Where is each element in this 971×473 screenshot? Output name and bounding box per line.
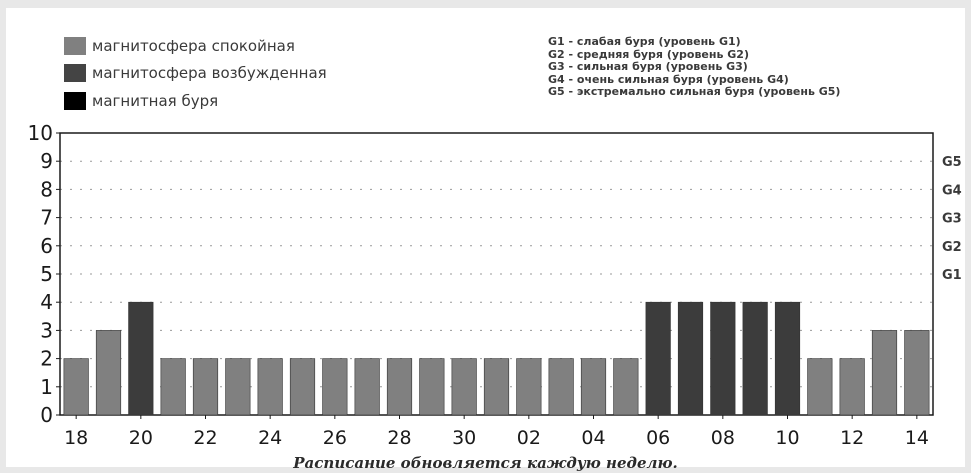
storm-level-g5: G5 - экстремально сильная буря (уровень … xyxy=(548,85,841,98)
bar-01 xyxy=(483,358,510,416)
bar-18 xyxy=(63,358,89,416)
right-axis-label-g5: G5 xyxy=(942,155,962,170)
x-tick-label-28: 28 xyxy=(387,427,411,449)
bar-09 xyxy=(742,301,768,416)
storm-level-g1: G1 - слабая буря (уровень G1) xyxy=(548,35,741,48)
right-axis-label-g1: G1 xyxy=(942,268,962,283)
y-tick-label-9: 9 xyxy=(40,149,53,173)
x-tick-label-14: 14 xyxy=(905,427,929,449)
y-tick-label-8: 8 xyxy=(40,177,53,201)
x-tick-label-06: 06 xyxy=(646,427,670,449)
x-tick-label-26: 26 xyxy=(323,427,347,449)
bar-14 xyxy=(904,330,930,416)
bar-29 xyxy=(419,358,445,416)
x-tick-label-24: 24 xyxy=(258,427,282,449)
bar-24 xyxy=(257,358,283,416)
legend-swatch-excited xyxy=(64,64,86,82)
storm-levels-legend: G1 - слабая буря (уровень G1) G2 - средн… xyxy=(548,35,841,99)
storm-level-g3: G3 - сильная буря (уровень G3) xyxy=(548,60,748,73)
y-tick-label-7: 7 xyxy=(40,206,53,230)
x-tick-label-10: 10 xyxy=(775,427,799,449)
bar-12 xyxy=(839,358,865,416)
y-tick-label-6: 6 xyxy=(40,234,53,258)
bar-05 xyxy=(613,358,639,416)
storm-level-g4: G4 - очень сильная буря (уровень G4) xyxy=(548,72,789,86)
storm-level-g2: G2 - средняя буря (уровень G2) xyxy=(548,47,749,61)
bar-28 xyxy=(386,358,413,416)
bar-08 xyxy=(710,301,736,416)
bar-20 xyxy=(128,301,154,416)
legend-label-calm: магнитосфера спокойная xyxy=(92,37,295,55)
legend-label-excited: магнитосфера возбужденная xyxy=(92,64,327,82)
x-tick-label-04: 04 xyxy=(581,427,605,449)
y-tick-label-10: 10 xyxy=(28,121,53,145)
legend-item-calm: магнитосфера спокойная xyxy=(64,37,295,55)
x-tick-label-30: 30 xyxy=(452,427,476,449)
bar-03 xyxy=(548,358,574,416)
y-tick-label-0: 0 xyxy=(40,403,53,427)
legend-item-excited: магнитосфера возбужденная xyxy=(64,64,327,82)
bar-02 xyxy=(516,358,542,416)
bar-21 xyxy=(160,358,186,416)
right-axis-label-g2: G2 xyxy=(942,240,962,255)
bar-19 xyxy=(95,330,122,416)
bar-06 xyxy=(645,301,671,416)
bar-23 xyxy=(225,358,251,416)
y-tick-label-3: 3 xyxy=(40,318,53,342)
bar-13 xyxy=(871,330,898,416)
bar-25 xyxy=(289,358,316,416)
x-tick-label-02: 02 xyxy=(517,427,541,449)
right-axis-label-g3: G3 xyxy=(942,212,962,227)
x-tick-label-18: 18 xyxy=(64,427,88,449)
x-tick-label-08: 08 xyxy=(711,427,735,449)
legend-swatch-calm xyxy=(64,37,86,55)
bar-11 xyxy=(807,358,833,416)
bar-27 xyxy=(354,358,380,416)
x-tick-label-22: 22 xyxy=(193,427,217,449)
x-tick-label-20: 20 xyxy=(129,427,153,449)
bar-04 xyxy=(580,358,607,416)
bar-10 xyxy=(774,301,801,416)
bar-30 xyxy=(451,358,477,416)
y-tick-label-2: 2 xyxy=(40,347,53,371)
update-caption: Расписание обновляется каждую неделю. xyxy=(293,454,678,472)
x-tick-label-12: 12 xyxy=(840,427,864,449)
y-tick-label-1: 1 xyxy=(40,375,53,399)
y-tick-label-4: 4 xyxy=(40,290,53,314)
legend-label-storm: магнитная буря xyxy=(92,92,219,110)
bar-22 xyxy=(192,358,219,416)
bar-07 xyxy=(677,301,704,416)
bar-26 xyxy=(322,358,348,416)
right-axis-label-g4: G4 xyxy=(942,183,962,198)
y-tick-label-5: 5 xyxy=(40,262,53,286)
legend-swatch-storm xyxy=(64,92,86,110)
legend-item-storm: магнитная буря xyxy=(64,92,218,110)
